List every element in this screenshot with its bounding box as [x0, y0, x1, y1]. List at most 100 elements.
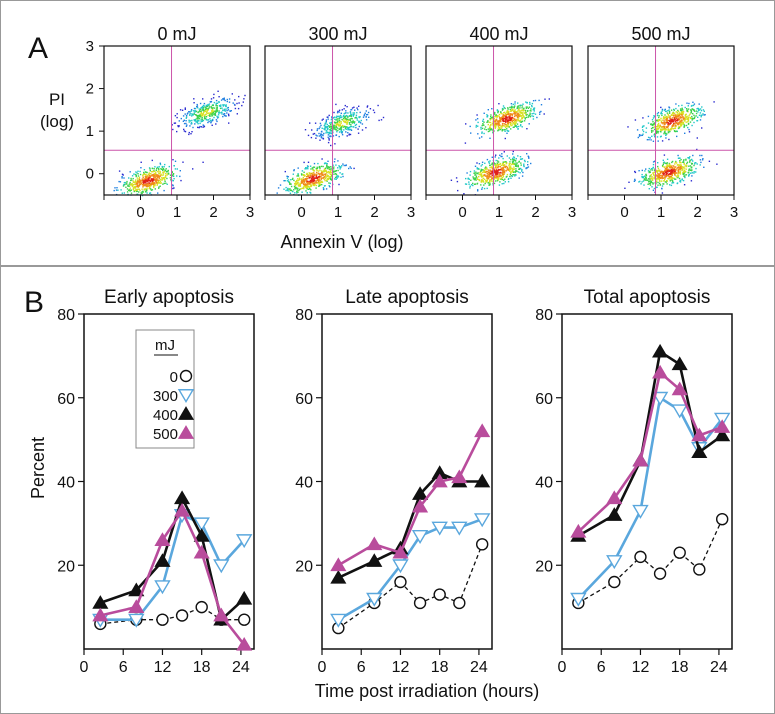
scatter-point: [499, 120, 502, 122]
scatter-point: [133, 186, 135, 188]
scatter-point: [526, 102, 528, 104]
scatter-point: [146, 171, 148, 174]
scatter-point: [509, 165, 512, 167]
scatter-point: [503, 106, 505, 109]
scatter-point: [318, 182, 321, 184]
scatter-point: [680, 125, 682, 127]
scatter-point: [191, 115, 193, 117]
scatter-point: [495, 175, 498, 178]
scatter-point: [491, 156, 493, 158]
scatter-point: [159, 163, 162, 166]
scatter-point: [665, 134, 667, 136]
scatter-point: [350, 124, 352, 126]
scatter-point: [513, 111, 516, 113]
series-line: [337, 430, 484, 567]
scatter-point: [338, 135, 340, 138]
x-tick-label: 24: [232, 659, 250, 676]
scatter-point: [657, 132, 659, 134]
scatter-point: [652, 183, 654, 185]
scatter-point: [319, 176, 322, 178]
scatter-point: [338, 115, 340, 117]
scatter-point: [309, 179, 312, 182]
scatter-point: [673, 112, 676, 115]
scatter-point: [510, 175, 512, 177]
scatter-point: [307, 175, 310, 177]
scatter-point: [206, 112, 208, 114]
scatter-point: [218, 111, 220, 114]
scatter-point: [303, 171, 305, 173]
scatter-point: [236, 102, 238, 105]
scatter-point: [648, 139, 650, 141]
scatter-point: [315, 177, 318, 179]
scatter-point: [679, 114, 681, 116]
scatter-point: [334, 158, 336, 160]
scatter-point: [489, 125, 491, 127]
scatter-point: [138, 178, 140, 180]
scatter-point: [660, 122, 663, 124]
scatter-point: [156, 178, 158, 180]
scatter-point: [201, 119, 204, 121]
scatter-point: [487, 123, 489, 126]
scatter-point: [680, 122, 683, 124]
scatter-point: [498, 122, 500, 125]
scatter-point: [692, 160, 694, 162]
x-tick-label: 3: [407, 204, 415, 221]
scatter-point: [679, 108, 682, 110]
scatter-point: [658, 170, 660, 172]
scatter-point: [341, 165, 343, 167]
scatter-point: [511, 163, 513, 166]
scatter-point: [179, 170, 181, 172]
scatter-point: [509, 166, 511, 168]
scatter-point: [487, 121, 489, 123]
scatter-point: [671, 170, 673, 173]
data-point: [693, 563, 706, 576]
scatter-point: [481, 124, 483, 127]
scatter-point: [325, 173, 327, 175]
scatter-point: [675, 103, 677, 105]
scatter-point: [507, 181, 510, 183]
scatter-point: [184, 130, 187, 133]
y-tick-label: 80: [535, 307, 553, 324]
scatter-point: [527, 164, 529, 166]
scatter-point: [223, 108, 226, 110]
scatter-point: [307, 161, 310, 163]
scatter-point: [494, 174, 497, 176]
scatter-point: [687, 157, 689, 159]
scatter-point: [186, 113, 189, 115]
scatter-point: [509, 106, 511, 109]
scatter-point: [306, 167, 308, 169]
scatter-point: [676, 122, 678, 125]
scatter-point: [671, 179, 673, 181]
scatter-point: [670, 168, 673, 171]
data-point: [691, 444, 708, 459]
scatter-point: [675, 176, 678, 178]
scatter-point: [304, 185, 307, 187]
scatter-point: [339, 172, 341, 174]
scatter-point: [474, 178, 477, 180]
scatter-point: [506, 162, 508, 164]
scatter-point: [198, 118, 201, 120]
scatter-point: [486, 187, 488, 190]
scatter-point: [506, 122, 509, 124]
scatter-point: [343, 129, 345, 131]
scatter-point: [316, 135, 318, 137]
scatter-point: [138, 188, 140, 190]
x-tick-label: 2: [531, 204, 539, 221]
scatter-point: [502, 161, 504, 163]
scatter-point: [689, 113, 691, 115]
scatter-point: [213, 107, 216, 109]
scatter-point: [665, 162, 667, 165]
scatter-point: [647, 179, 649, 182]
scatter-point: [523, 164, 525, 167]
scatter-point: [521, 170, 523, 172]
scatter-point: [484, 175, 487, 177]
scatter-point: [651, 186, 653, 188]
scatter-point: [336, 127, 339, 129]
scatter-point: [311, 129, 313, 131]
scatter-point: [342, 163, 344, 165]
scatter-point: [519, 158, 522, 160]
scatter-point: [145, 183, 147, 186]
scatter-point: [668, 178, 670, 180]
scatter-point: [679, 160, 681, 162]
scatter-point: [676, 182, 679, 184]
